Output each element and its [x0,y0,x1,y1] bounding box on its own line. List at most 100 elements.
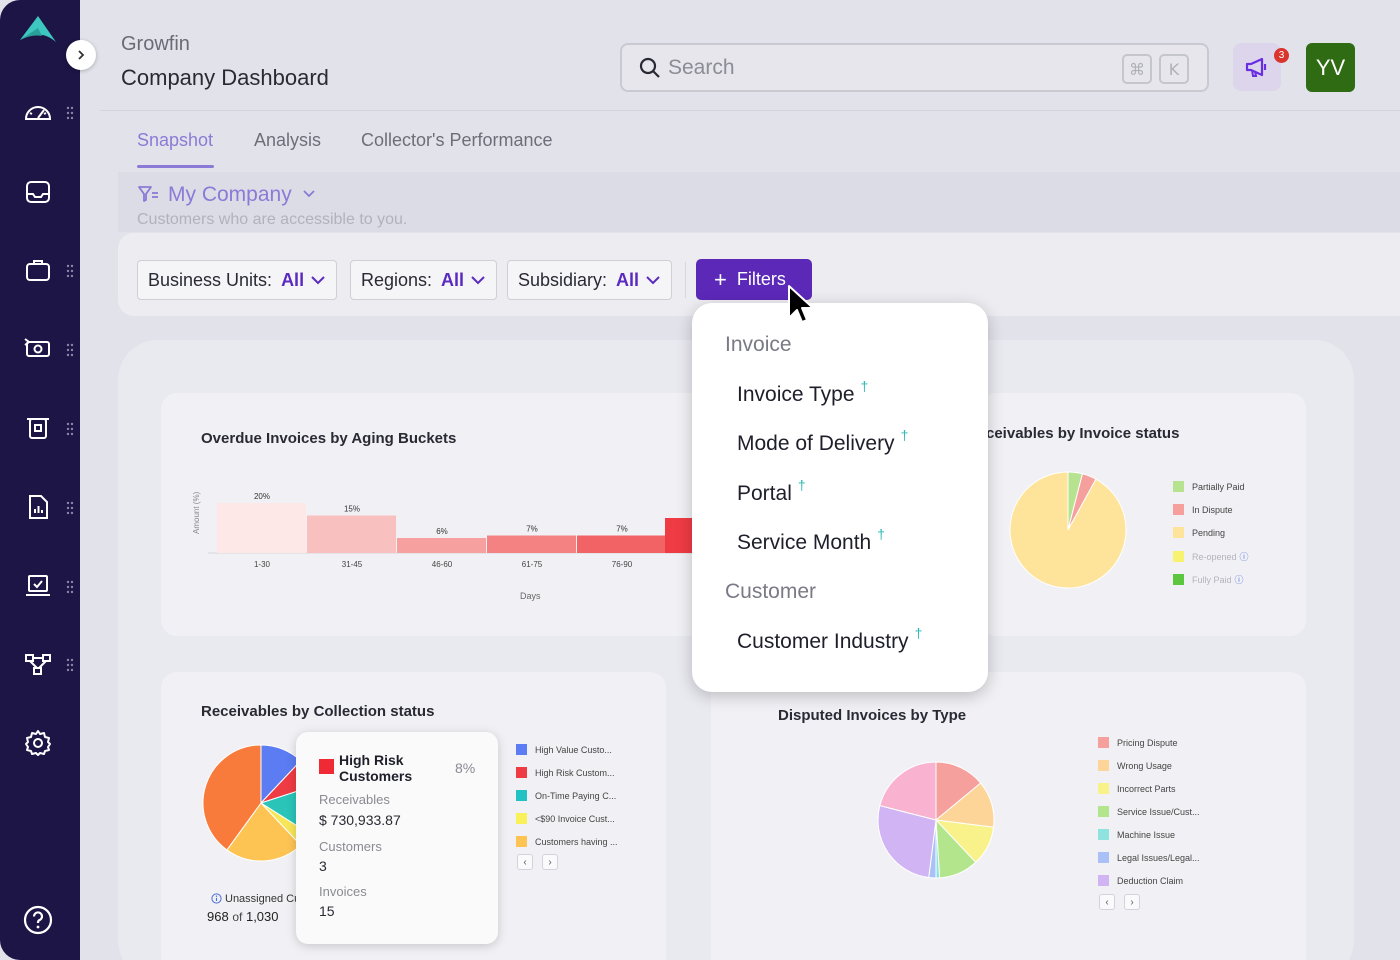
regions-filter[interactable]: Regions: All [350,260,498,300]
subsidiary-filter[interactable]: Subsidiary: All [507,260,673,300]
sidebar-toggle-button[interactable] [66,40,96,70]
drag-handle-icon[interactable] [66,580,74,594]
drag-handle-icon[interactable] [66,264,74,278]
tooltip-title-line1: High Risk [339,752,404,768]
tab-analysis[interactable]: Analysis [254,130,322,150]
invoice-status-legend-item[interactable]: Partially Paid [1173,481,1245,492]
dropdown-item-service-month[interactable]: Service Month † [737,526,885,555]
tooltip-receivables-label: Receivables [319,792,390,807]
laptop-check-icon[interactable] [22,570,54,602]
search-icon [639,57,660,78]
legend-label: Partially Paid [1192,481,1245,492]
legend-label: Legal Issues/Legal... [1117,852,1200,863]
business-units-value: All [281,269,305,290]
announcements-button[interactable] [1233,43,1281,91]
disputed-legend-item[interactable]: Machine Issue [1098,829,1175,840]
unassigned-label: Unassigned Cu [225,893,301,905]
info-icon[interactable]: ⓘ [1234,575,1244,585]
collection-legend-next-button[interactable]: › [542,854,558,870]
dropdown-group-invoice: Invoice [725,333,792,356]
pin-icon: † [900,427,909,443]
legend-label: Pricing Dispute [1117,737,1178,748]
legend-swatch [516,790,527,801]
unassigned-total: 1,030 [245,909,279,924]
disputed-legend-item[interactable]: Incorrect Parts [1098,783,1176,794]
aging-bar-label: 15% [344,505,360,514]
collection-status-legend-item[interactable]: On-Time Paying C... [516,790,616,801]
tooltip-customers-value: 3 [319,858,327,874]
legend-swatch [1098,783,1109,794]
report-document-icon[interactable] [22,491,54,523]
legend-label: Pending [1192,527,1226,538]
search-input[interactable] [668,55,1088,80]
collection-status-legend-item[interactable]: High Risk Custom... [516,767,615,778]
aging-bar-76-90 [577,535,666,553]
dropdown-group-customer: Customer [725,580,817,603]
info-icon [211,893,222,904]
legend-label: <$90 Invoice Cust... [535,813,615,824]
invoice-status-pie [1009,471,1127,589]
notification-count-badge: 3 [1274,48,1289,63]
org-name: Growfin [121,33,190,55]
settings-gear-icon[interactable] [22,727,54,759]
collection-status-legend-item[interactable]: <$90 Invoice Cust... [516,813,615,824]
dropdown-item-portal[interactable]: Portal † [737,477,806,506]
disputed-legend-item[interactable]: Service Issue/Cust... [1098,806,1200,817]
add-filters-button[interactable]: + Filters [696,259,812,300]
legend-swatch [1098,829,1109,840]
dropdown-item-customer-industry[interactable]: Customer Industry † [737,625,922,654]
invoice-status-legend-item[interactable]: Pending [1173,527,1225,538]
chevron-down-icon [646,276,660,285]
briefcase-icon[interactable] [22,254,54,286]
aging-bar-label: 7% [616,525,628,534]
cash-exchange-icon[interactable] [22,333,54,365]
aging-buckets-title: Overdue Invoices by Aging Buckets [201,430,457,447]
legend-swatch [1173,551,1184,562]
dropdown-item-invoice-type[interactable]: Invoice Type † [737,378,868,407]
search-bar[interactable]: ⌘ K [620,43,1209,92]
dropdown-item-mode-of-delivery[interactable]: Mode of Delivery † [737,427,908,456]
legend-label: In Dispute [1192,504,1233,515]
disputed-legend-item[interactable]: Pricing Dispute [1098,737,1178,748]
drag-handle-icon[interactable] [66,422,74,436]
plus-icon: + [714,266,727,292]
drag-handle-icon[interactable] [66,501,74,515]
dashboard-gauge-icon[interactable] [22,96,54,128]
aging-tick-label: 76-90 [612,560,633,569]
legend-label: Fully Paid [1192,574,1232,585]
disputed-legend-item[interactable]: Deduction Claim [1098,875,1183,886]
invoice-status-legend-item[interactable]: In Dispute [1173,504,1233,515]
disputed-legend-next-button[interactable]: › [1124,894,1140,910]
collection-status-legend-item[interactable]: Customers having ... [516,836,618,847]
filter-divider [685,262,686,298]
disputed-legend-item[interactable]: Wrong Usage [1098,760,1172,771]
drag-handle-icon[interactable] [66,658,74,672]
collection-status-slice-other [202,744,262,851]
collection-status-legend-item[interactable]: High Value Custo... [516,744,612,755]
disputed-legend-prev-button[interactable]: ‹ [1099,894,1115,910]
growfin-logo[interactable] [18,14,58,46]
collection-legend-prev-button[interactable]: ‹ [517,854,533,870]
info-icon[interactable]: ⓘ [1239,552,1249,562]
help-icon[interactable] [22,904,54,936]
aging-x-axis-label: Days [520,591,541,601]
unassigned-count: 968 of 1,030 [207,909,279,924]
legend-swatch [1098,806,1109,817]
user-avatar[interactable]: YV [1306,43,1355,92]
drag-handle-icon[interactable] [66,343,74,357]
legend-label: High Value Custo... [535,744,612,755]
invoice-status-legend-item[interactable]: Fully Paid ⓘ [1173,573,1244,586]
workflow-icon[interactable] [22,648,54,680]
collection-status-title: Receivables by Collection status [201,703,435,720]
disputed-legend-item[interactable]: Legal Issues/Legal... [1098,852,1200,863]
payments-icon[interactable] [22,412,54,444]
tab-snapshot[interactable]: Snapshot [137,130,214,150]
tab-collectors-performance[interactable]: Collector's Performance [361,130,553,150]
filter-list-icon [138,186,158,202]
tooltip-receivables-value: $ 730,933.87 [319,812,401,828]
company-selector[interactable]: My Company [168,183,316,207]
invoice-status-legend-item[interactable]: Re-opened ⓘ [1173,550,1249,563]
inbox-icon[interactable] [22,176,54,208]
drag-handle-icon[interactable] [66,106,74,120]
business-units-filter[interactable]: Business Units: All [137,260,338,300]
